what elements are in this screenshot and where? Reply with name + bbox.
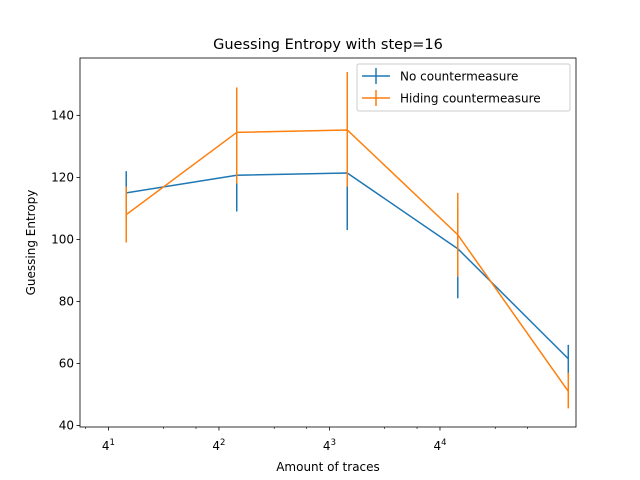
legend-frame [356, 63, 571, 112]
x-tick-label-64: 43 [323, 438, 336, 453]
y-tick-label-60: 60 [59, 357, 74, 371]
y-tick-label-80: 80 [59, 295, 74, 309]
y-tick-label-100: 100 [51, 233, 74, 247]
plot-area [125, 71, 570, 409]
y-tick-label-120: 120 [51, 171, 74, 185]
chart-title: Guessing Entropy with step=16 [213, 37, 443, 53]
legend-label-hiding-countermeasure: Hiding countermeasure [400, 92, 541, 106]
y-tick-label-40: 40 [59, 419, 74, 433]
y-axis-ticks: 40 60 80 100 120 140 [51, 109, 80, 433]
x-tick-label-256: 44 [433, 438, 446, 453]
y-axis-label: Guessing Entropy [24, 190, 38, 296]
series-hiding-countermeasure [125, 71, 570, 409]
y-tick-label-140: 140 [51, 109, 74, 123]
legend-entry-no-countermeasure: No countermeasure [362, 68, 518, 84]
x-tick-label-4: 41 [102, 438, 115, 453]
x-tick-label-16: 42 [212, 438, 225, 453]
legend-entry-hiding-countermeasure: Hiding countermeasure [362, 90, 541, 106]
axes-frame [79, 57, 577, 428]
x-axis-label: Amount of traces [276, 460, 380, 474]
x-axis-ticks: 41 42 43 44 [85, 427, 528, 453]
legend: No countermeasure Hiding countermeasure [356, 63, 571, 112]
series-line-hiding-countermeasure [125, 129, 569, 392]
legend-label-no-countermeasure: No countermeasure [400, 70, 518, 84]
